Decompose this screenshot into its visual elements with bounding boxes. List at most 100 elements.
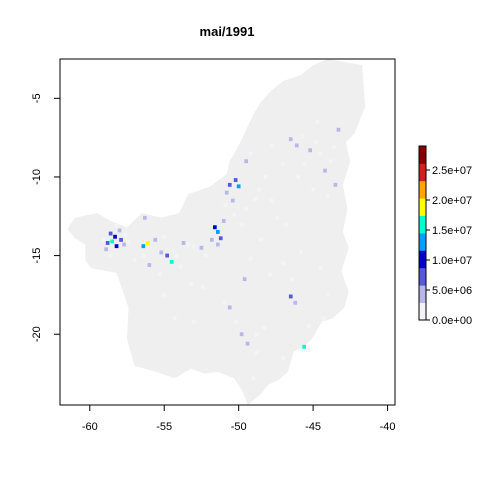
- heatmap-cell-29: [204, 253, 208, 258]
- colorbar-swatch: [419, 244, 426, 248]
- heatmap-cell-16: [169, 259, 174, 264]
- heatmap-cell-24: [181, 241, 186, 245]
- x-tick-label: -45: [305, 421, 321, 433]
- heatmap-cell-61: [318, 151, 323, 156]
- y-tick-label: -10: [31, 169, 43, 185]
- colorbar-swatch: [419, 172, 426, 176]
- colorbar-swatch: [419, 262, 426, 266]
- x-tick-label: -50: [231, 421, 247, 433]
- heatmap-cell-65: [336, 127, 341, 132]
- heatmap-cell-82: [299, 250, 303, 255]
- x-tick-label: -60: [82, 421, 98, 433]
- heatmap-cell-68: [311, 187, 315, 192]
- colorbar-swatch: [419, 259, 426, 263]
- colorbar-swatch: [419, 279, 426, 283]
- colorbar-swatch: [419, 250, 426, 254]
- heatmap-cell-22: [162, 234, 167, 239]
- heatmap-cell-28: [199, 245, 204, 250]
- heatmap-cell-72: [269, 143, 274, 148]
- colorbar-swatch: [419, 224, 426, 228]
- heatmap-cell-6: [122, 242, 126, 247]
- colorbar-swatch: [419, 198, 426, 202]
- colorbar-swatch: [419, 215, 426, 219]
- colorbar-swatch: [419, 305, 426, 309]
- heatmap-cell-38: [221, 219, 226, 223]
- colorbar-swatch: [419, 285, 426, 289]
- heatmap-cell-46: [248, 151, 253, 156]
- colorbar-swatch: [419, 233, 426, 237]
- colorbar-swatch: [419, 314, 426, 318]
- colorbar-swatch: [419, 163, 426, 167]
- colorbar-swatch: [419, 151, 426, 156]
- heatmap-cell-0: [110, 239, 114, 244]
- colorbar-swatch: [419, 177, 426, 182]
- colorbar-swatch: [419, 148, 426, 153]
- colorbar-swatch: [419, 247, 426, 251]
- colorbar-swatch: [419, 293, 426, 298]
- heatmap-cell-89: [233, 319, 238, 324]
- heatmap-cell-7: [104, 247, 108, 252]
- heatmap-cell-39: [227, 182, 232, 187]
- colorbar-tick-label: 2.0e+07: [432, 195, 472, 207]
- colorbar-swatch: [419, 276, 426, 280]
- colorbar-swatch: [419, 267, 426, 272]
- heatmap-cell-54: [275, 215, 280, 220]
- heatmap-cell-17: [165, 253, 169, 258]
- heatmap-cell-20: [153, 237, 158, 242]
- heatmap-cell-33: [216, 230, 220, 234]
- heatmap-cell-67: [326, 193, 330, 198]
- heatmap-cell-26: [192, 244, 196, 249]
- colorbar-swatch: [419, 204, 426, 208]
- heatmap-cell-98: [251, 376, 256, 381]
- heatmap-cell-75: [248, 256, 253, 261]
- colorbar-swatch: [419, 256, 426, 260]
- heatmap-cell-12: [108, 253, 113, 258]
- colorbar-swatch: [419, 195, 426, 199]
- heatmap-cell-80: [288, 294, 293, 299]
- colorbar-swatch: [419, 264, 426, 269]
- heatmap-cell-9: [123, 233, 128, 238]
- heatmap-cell-31: [157, 272, 162, 277]
- colorbar-swatch: [419, 206, 426, 211]
- heatmap-cell-78: [281, 261, 286, 266]
- heatmap-cell-79: [290, 277, 295, 282]
- colorbar-swatch: [419, 253, 426, 257]
- colorbar-tick-label: 5.0e+06: [432, 285, 472, 297]
- heatmap-cell-101: [192, 319, 196, 324]
- heatmap-cell-37: [210, 237, 214, 242]
- heatmap-cell-97: [281, 355, 286, 360]
- heatmap-cell-77: [268, 272, 272, 277]
- heatmap-cell-11: [126, 239, 131, 244]
- colorbar-swatch: [419, 291, 426, 295]
- heatmap-cell-99: [162, 292, 167, 297]
- heatmap-cell-71: [281, 162, 286, 167]
- heatmap-cell-32: [172, 316, 177, 321]
- heatmap-cell-4: [119, 237, 123, 242]
- heatmap-cell-86: [321, 316, 326, 321]
- heatmap-cell-60: [314, 140, 318, 145]
- heatmap-cell-1: [114, 244, 119, 249]
- axes: -60 -55 -50 -45 -40 -5 -10 -15 -20: [31, 93, 396, 433]
- heatmap-cell-96: [306, 348, 311, 352]
- heatmap-cell-52: [263, 175, 268, 179]
- heatmap-cell-25: [186, 242, 190, 247]
- y-tick-label: -15: [31, 248, 43, 264]
- heatmap-cell-83: [318, 266, 323, 271]
- colorbar-swatch: [419, 299, 426, 303]
- x-tick-label: -55: [156, 421, 172, 433]
- heatmap-cell-94: [254, 351, 259, 355]
- colorbar-tick-label: 1.0e+07: [432, 255, 472, 267]
- heatmap-cell-50: [253, 197, 257, 201]
- heatmap-cell-74: [259, 237, 263, 242]
- colorbar-tick-label: 2.5e+07: [432, 165, 472, 177]
- colorbar-swatch: [419, 311, 426, 315]
- heatmap-cell-42: [224, 190, 229, 195]
- heatmap-cell-63: [329, 159, 333, 164]
- heatmap-cell-87: [227, 305, 232, 310]
- colorbar: 0.0e+00 5.0e+06 1.0e+07 1.5e+07 2.0e+07 2.5e+…: [418, 145, 472, 327]
- colorbar-tick-label: 1.5e+07: [432, 225, 472, 237]
- colorbar-swatch: [419, 296, 426, 301]
- colorbar-swatch: [419, 270, 426, 274]
- colorbar-swatch: [419, 186, 426, 190]
- heatmap-cell-56: [288, 137, 293, 142]
